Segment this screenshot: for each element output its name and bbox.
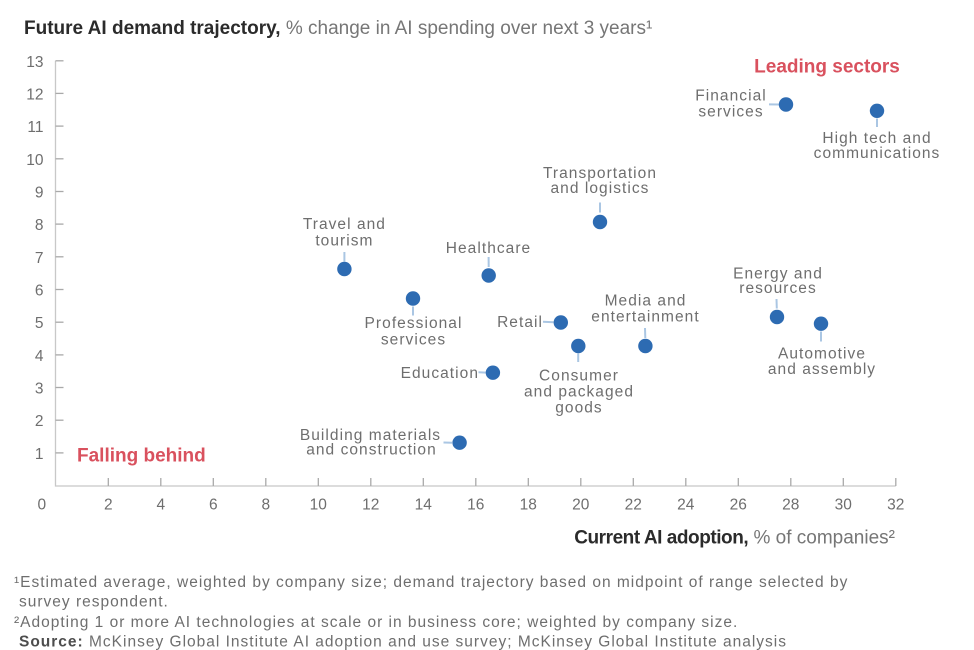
- svg-text:entertainment: entertainment: [591, 309, 699, 326]
- svg-text:High tech and: High tech and: [822, 130, 931, 147]
- svg-text:Automotive: Automotive: [778, 345, 866, 362]
- svg-text:10: 10: [26, 152, 44, 169]
- svg-text:¹Estimated average, weighted b: ¹Estimated average, weighted by company …: [14, 574, 848, 591]
- svg-text:8: 8: [261, 497, 270, 514]
- svg-text:resources: resources: [739, 280, 817, 297]
- svg-text:6: 6: [209, 497, 218, 514]
- svg-text:2: 2: [35, 413, 44, 430]
- svg-text:24: 24: [677, 497, 695, 514]
- svg-text:Leading sectors: Leading sectors: [754, 57, 900, 78]
- svg-text:10: 10: [310, 497, 328, 514]
- svg-text:Travel and: Travel and: [303, 216, 386, 233]
- svg-text:Building materials: Building materials: [300, 427, 441, 444]
- svg-text:Consumer: Consumer: [539, 368, 619, 385]
- svg-text:Media and: Media and: [605, 292, 687, 309]
- svg-text:12: 12: [26, 86, 43, 103]
- svg-text:7: 7: [35, 250, 44, 267]
- svg-text:Energy and: Energy and: [733, 266, 823, 283]
- svg-text:4: 4: [156, 497, 165, 514]
- svg-text:16: 16: [467, 497, 484, 514]
- svg-text:services: services: [381, 332, 446, 349]
- svg-text:and assembly: and assembly: [768, 361, 876, 378]
- svg-text:Education: Education: [401, 365, 479, 382]
- svg-text:²Adopting 1 or more AI technol: ²Adopting 1 or more AI technologies at s…: [14, 614, 738, 631]
- svg-text:services: services: [698, 104, 763, 121]
- svg-text:communications: communications: [814, 145, 941, 162]
- svg-text:32: 32: [887, 497, 904, 514]
- svg-text:3: 3: [35, 381, 44, 398]
- svg-text:4: 4: [35, 348, 44, 365]
- svg-text:18: 18: [520, 497, 537, 514]
- svg-text:Transportation: Transportation: [543, 165, 657, 182]
- svg-text:Current AI adoption, % of comp: Current AI adoption, % of companies²: [574, 528, 895, 549]
- svg-text:28: 28: [782, 497, 799, 514]
- svg-text:goods: goods: [555, 400, 602, 417]
- svg-text:tourism: tourism: [315, 232, 373, 249]
- svg-text:5: 5: [35, 315, 44, 332]
- svg-text:13: 13: [26, 54, 43, 71]
- svg-text:Retail: Retail: [497, 314, 543, 331]
- svg-text:9: 9: [35, 185, 44, 202]
- svg-text:Healthcare: Healthcare: [446, 240, 531, 257]
- svg-text:and packaged: and packaged: [524, 383, 634, 400]
- svg-text:and construction: and construction: [306, 442, 437, 459]
- svg-text:2: 2: [104, 497, 113, 514]
- svg-text:6: 6: [35, 283, 44, 300]
- svg-text:22: 22: [625, 497, 642, 514]
- svg-text:26: 26: [730, 497, 747, 514]
- svg-text:20: 20: [572, 497, 590, 514]
- svg-text:14: 14: [415, 497, 433, 514]
- svg-text:11: 11: [27, 119, 43, 136]
- svg-text:Professional: Professional: [365, 315, 463, 332]
- svg-text:Financial: Financial: [695, 87, 766, 104]
- svg-text:Falling behind: Falling behind: [77, 446, 206, 467]
- svg-text:1: 1: [35, 446, 44, 463]
- svg-text:survey respondent.: survey respondent.: [19, 593, 169, 610]
- svg-text:12: 12: [362, 497, 379, 514]
- svg-text:30: 30: [835, 497, 853, 514]
- svg-text:Future AI demand trajectory, %: Future AI demand trajectory, % change in…: [24, 18, 652, 39]
- svg-text:Source: McKinsey Global Instit: Source: McKinsey Global Institute AI ado…: [19, 634, 787, 650]
- svg-text:8: 8: [35, 217, 44, 234]
- svg-text:0: 0: [37, 497, 46, 514]
- svg-text:and logistics: and logistics: [551, 180, 650, 197]
